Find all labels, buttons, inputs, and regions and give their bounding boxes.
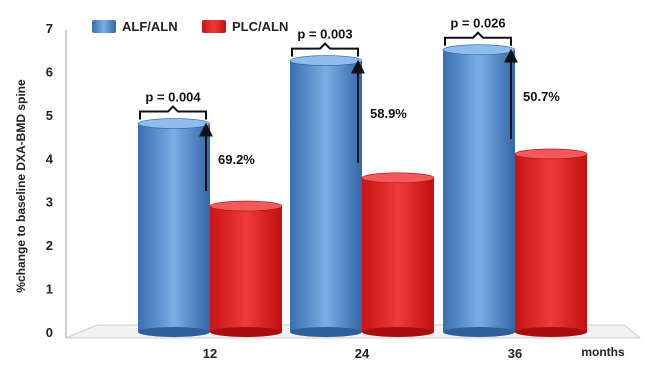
bar-body <box>515 153 587 332</box>
bar <box>209 200 283 337</box>
bar-base <box>138 327 210 337</box>
bar-base <box>362 327 434 337</box>
y-tick-label: 1 <box>46 282 53 297</box>
y-axis-ticks: 0 1 2 3 4 5 6 7 <box>46 21 54 340</box>
p-value-label: p = 0.003 <box>297 27 352 42</box>
y-tick-label: 2 <box>46 238 53 253</box>
legend-item-plc-aln: PLC/ALN <box>202 19 288 34</box>
bar-top <box>361 172 435 184</box>
bar-body <box>290 60 362 332</box>
x-tick-label: 36 <box>508 346 522 361</box>
legend-swatch-plc-aln <box>202 20 226 33</box>
p-value-label: p = 0.004 <box>145 90 201 105</box>
x-axis-ticks: 12 24 36 <box>203 346 522 361</box>
p-value-label: p = 0.026 <box>450 16 505 31</box>
legend-label-alf-aln: ALF/ALN <box>122 19 178 34</box>
bar-top <box>514 148 588 160</box>
bar-base <box>515 327 587 337</box>
p-value-bracket <box>139 105 207 120</box>
bar <box>442 44 516 337</box>
bar-body <box>138 123 210 333</box>
legend-item-alf-aln: ALF/ALN <box>92 19 178 34</box>
y-tick-label: 3 <box>46 195 53 210</box>
y-axis-title: %change to baseline DXA-BMD spine <box>14 79 28 293</box>
annotations: p = 0.004 69.2% p = 0.003 58.9% p = 0.026 50.… <box>139 16 560 192</box>
legend-swatch-alf-aln <box>92 20 116 33</box>
bar-base <box>290 327 362 337</box>
bars <box>137 44 588 337</box>
bar-base <box>210 327 282 337</box>
bar-base <box>443 327 515 337</box>
bar <box>514 148 588 337</box>
bar <box>361 172 435 337</box>
legend-label-plc-aln: PLC/ALN <box>232 19 288 34</box>
pct-change-label: 58.9% <box>370 106 407 121</box>
y-tick-label: 0 <box>46 325 53 340</box>
x-tick-label: 24 <box>355 346 370 361</box>
bar-body <box>362 177 434 332</box>
x-axis-title: months <box>581 345 625 359</box>
bar-body <box>210 206 282 332</box>
bar-body <box>443 49 515 332</box>
bar-top <box>442 44 516 56</box>
bar <box>289 55 363 337</box>
p-value-bracket <box>444 31 512 46</box>
bar-top <box>137 118 211 129</box>
y-tick-label: 7 <box>46 21 53 36</box>
legend: ALF/ALN PLC/ALN <box>92 19 288 34</box>
p-value-bracket <box>291 42 359 57</box>
pct-change-label: 69.2% <box>218 152 255 167</box>
bar <box>137 118 211 337</box>
bar-top <box>209 200 283 212</box>
y-tick-label: 6 <box>46 64 53 79</box>
y-tick-label: 4 <box>46 151 54 166</box>
x-tick-label: 12 <box>203 346 217 361</box>
pct-change-label: 50.7% <box>523 89 560 104</box>
bar-top <box>289 55 363 66</box>
y-tick-label: 5 <box>46 108 53 123</box>
